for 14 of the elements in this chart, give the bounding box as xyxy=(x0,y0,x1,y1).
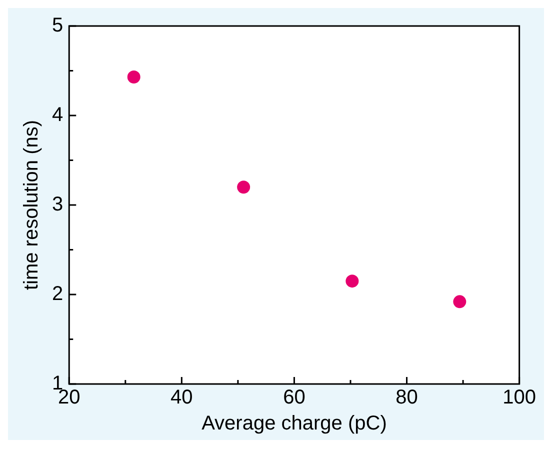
point xyxy=(453,295,466,308)
y-tick-label: 4 xyxy=(52,104,64,126)
point xyxy=(237,180,250,194)
y-tick-label: 2 xyxy=(52,283,64,306)
x-tick-label: 100 xyxy=(502,386,536,409)
y-tick-label: 5 xyxy=(52,14,64,37)
y-axis-title: time resolution (ns) xyxy=(20,120,43,290)
x-tick-label: 80 xyxy=(396,386,418,409)
point xyxy=(127,70,140,84)
point xyxy=(346,274,359,288)
x-tick-label: 60 xyxy=(283,386,306,409)
y-tick-label: 3 xyxy=(52,194,64,216)
x-tick-label: 40 xyxy=(170,386,193,409)
x-axis-title: Average charge (pC) xyxy=(202,412,387,435)
